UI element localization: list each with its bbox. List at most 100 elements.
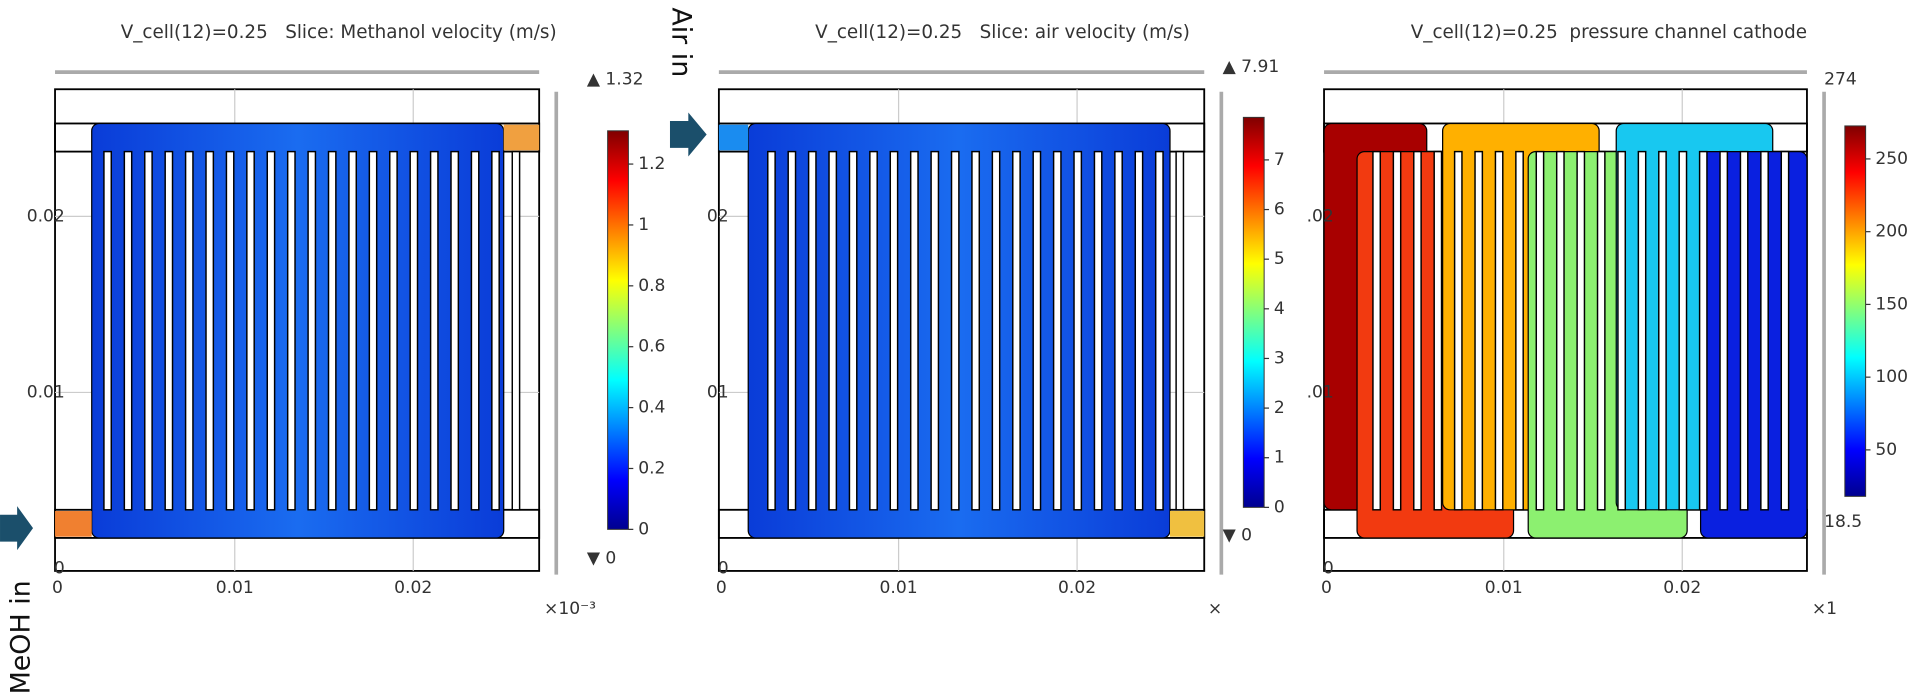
flow-field: [1699, 150, 1808, 539]
inlet-arrow: [669, 112, 707, 157]
y-tick-label: 0: [718, 558, 729, 578]
flow-field: [55, 511, 92, 537]
channel-rib: [1698, 150, 1708, 511]
x-tick-label: 0: [716, 578, 727, 598]
x-tick-label: 0.01: [216, 578, 254, 598]
panel-title: V_cell(12)=0.25 Slice: air velocity (m/s…: [815, 22, 1190, 43]
channel-rib: [103, 150, 113, 511]
y-tick-label: 01: [707, 382, 729, 402]
channel-rib: [1535, 150, 1545, 511]
channel-rib: [889, 150, 899, 511]
channel-rib: [1515, 150, 1524, 511]
colorbar-tick-label: 0: [1274, 497, 1285, 517]
panel-title: V_cell(12)=0.25 Slice: Methanol velocity…: [121, 22, 557, 43]
colorbar-tick-label: 1: [1274, 448, 1285, 468]
flow-field: [718, 124, 749, 151]
channel-rib: [1739, 150, 1749, 511]
channel-rib: [991, 150, 1001, 511]
colorbar-tick-label: 1: [638, 215, 649, 235]
x-tick-label: 0: [52, 578, 63, 598]
colorbar-tick-label: 3: [1274, 348, 1285, 368]
colorbar: [1844, 125, 1867, 497]
colorbar-tick-label: 4: [1274, 299, 1285, 319]
channel-rib: [511, 150, 521, 511]
colorbar-min: ▼ 0: [587, 549, 616, 569]
y-tick-label: .01: [1307, 382, 1334, 402]
colorbar-tick-label: 5: [1274, 249, 1285, 269]
channel-rib: [930, 150, 940, 511]
y-tick-label: .02: [1307, 206, 1334, 226]
colorbar-max: 274: [1824, 69, 1857, 89]
channel-rib: [1555, 150, 1565, 511]
colorbar-tick-label: 50: [1875, 440, 1897, 460]
channel-rib: [828, 150, 838, 511]
channel-rib: [1658, 150, 1667, 511]
inlet-arrow: [0, 506, 34, 551]
y-tick-label: 0: [54, 558, 65, 578]
channel-rib: [409, 150, 419, 511]
channel-rib: [327, 150, 337, 511]
y-tick-label: 0.02: [27, 206, 65, 226]
channel-rib: [246, 150, 255, 511]
channel-rib: [286, 150, 296, 511]
colorbar-max: ▲ 7.91: [1223, 57, 1280, 77]
channel-rib: [1760, 150, 1769, 511]
channel-rib: [266, 150, 276, 511]
channel-rib: [144, 150, 153, 511]
channel-rib: [1372, 150, 1382, 511]
meoh-in-label: MeOH in: [6, 580, 37, 694]
channel-rib: [1012, 150, 1021, 511]
channel-rib: [470, 150, 480, 511]
x-tick-label: 0: [1321, 578, 1332, 598]
colorbar-tick-label: 7: [1274, 150, 1285, 170]
air-in-label: Air in: [665, 7, 696, 77]
colorbar-tick-label: 150: [1875, 294, 1908, 314]
colorbar-tick-label: 0: [638, 519, 649, 539]
flow-field: [91, 122, 505, 539]
colorbar-tick-label: 200: [1875, 222, 1908, 242]
channel-rib: [429, 150, 439, 511]
channel-rib: [767, 150, 776, 511]
y-tick-label: 02: [707, 206, 729, 226]
x-tick-label: 0.02: [394, 578, 432, 598]
channel-rib: [389, 150, 398, 511]
channel-rib: [787, 150, 797, 511]
channel-rib: [491, 150, 500, 511]
channel-rib: [1494, 150, 1504, 511]
channel-rib: [848, 150, 858, 511]
colorbar-tick-label: 250: [1875, 149, 1908, 169]
channel-rib: [1052, 150, 1062, 511]
flow-field: [1170, 511, 1205, 537]
channel-rib: [909, 150, 919, 511]
colorbar-min: 18.5: [1824, 512, 1862, 532]
colorbar-tick-label: 0.4: [638, 398, 665, 418]
channel-rib: [225, 150, 235, 511]
x-tick-label: 0.01: [1485, 578, 1523, 598]
channel-rib: [368, 150, 378, 511]
colorbar-max: ▲ 1.32: [587, 69, 644, 89]
colorbar-min: ▼ 0: [1223, 525, 1252, 545]
x-tick-label: 0.02: [1058, 578, 1096, 598]
channel-rib: [1596, 150, 1606, 511]
colorbar-tick-label: 0.2: [638, 458, 665, 478]
channel-rib: [1134, 150, 1144, 511]
colorbar-tick-label: 100: [1875, 367, 1908, 387]
axis-scale-label: ×: [1208, 599, 1222, 619]
channel-rib: [1175, 150, 1185, 511]
x-tick-label: 0.02: [1663, 578, 1701, 598]
panel-title: V_cell(12)=0.25 pressure channel cathode: [1411, 22, 1807, 43]
channel-rib: [1780, 150, 1790, 511]
channel-rib: [807, 150, 817, 511]
channel-rib: [1032, 150, 1042, 511]
flow-field: [503, 124, 540, 151]
channel-rib: [1413, 150, 1422, 511]
channel-rib: [348, 150, 358, 511]
channel-rib: [1576, 150, 1586, 511]
y-tick-label: 0: [1323, 558, 1334, 578]
colorbar-tick-label: 2: [1274, 398, 1285, 418]
colorbar: [607, 130, 629, 530]
channel-rib: [1637, 150, 1647, 511]
channel-rib: [307, 150, 317, 511]
channel-rib: [950, 150, 960, 511]
